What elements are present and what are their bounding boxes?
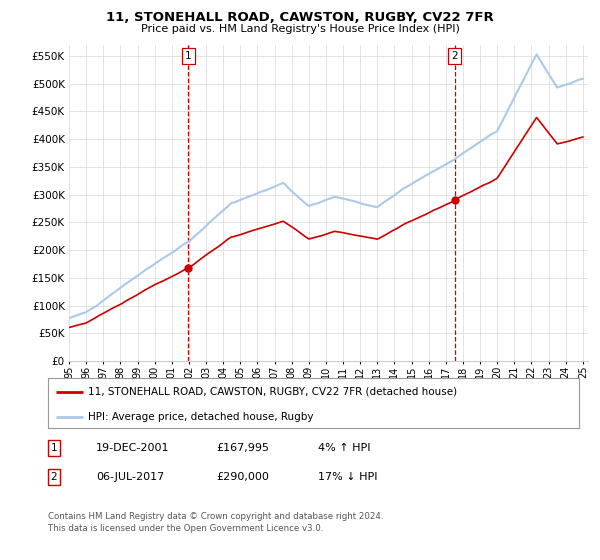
Text: £167,995: £167,995 [216,443,269,453]
Text: 11, STONEHALL ROAD, CAWSTON, RUGBY, CV22 7FR: 11, STONEHALL ROAD, CAWSTON, RUGBY, CV22… [106,11,494,24]
Text: £290,000: £290,000 [216,472,269,482]
Text: Contains HM Land Registry data © Crown copyright and database right 2024.
This d: Contains HM Land Registry data © Crown c… [48,512,383,533]
Text: 2: 2 [451,51,458,61]
Text: 2: 2 [50,472,58,482]
Text: 06-JUL-2017: 06-JUL-2017 [96,472,164,482]
Text: 1: 1 [50,443,58,453]
Text: Price paid vs. HM Land Registry's House Price Index (HPI): Price paid vs. HM Land Registry's House … [140,24,460,34]
Text: 4% ↑ HPI: 4% ↑ HPI [318,443,371,453]
Text: 1: 1 [185,51,191,61]
Text: 11, STONEHALL ROAD, CAWSTON, RUGBY, CV22 7FR (detached house): 11, STONEHALL ROAD, CAWSTON, RUGBY, CV22… [88,386,457,396]
Text: 19-DEC-2001: 19-DEC-2001 [96,443,170,453]
Text: 17% ↓ HPI: 17% ↓ HPI [318,472,377,482]
Text: HPI: Average price, detached house, Rugby: HPI: Average price, detached house, Rugb… [88,412,313,422]
